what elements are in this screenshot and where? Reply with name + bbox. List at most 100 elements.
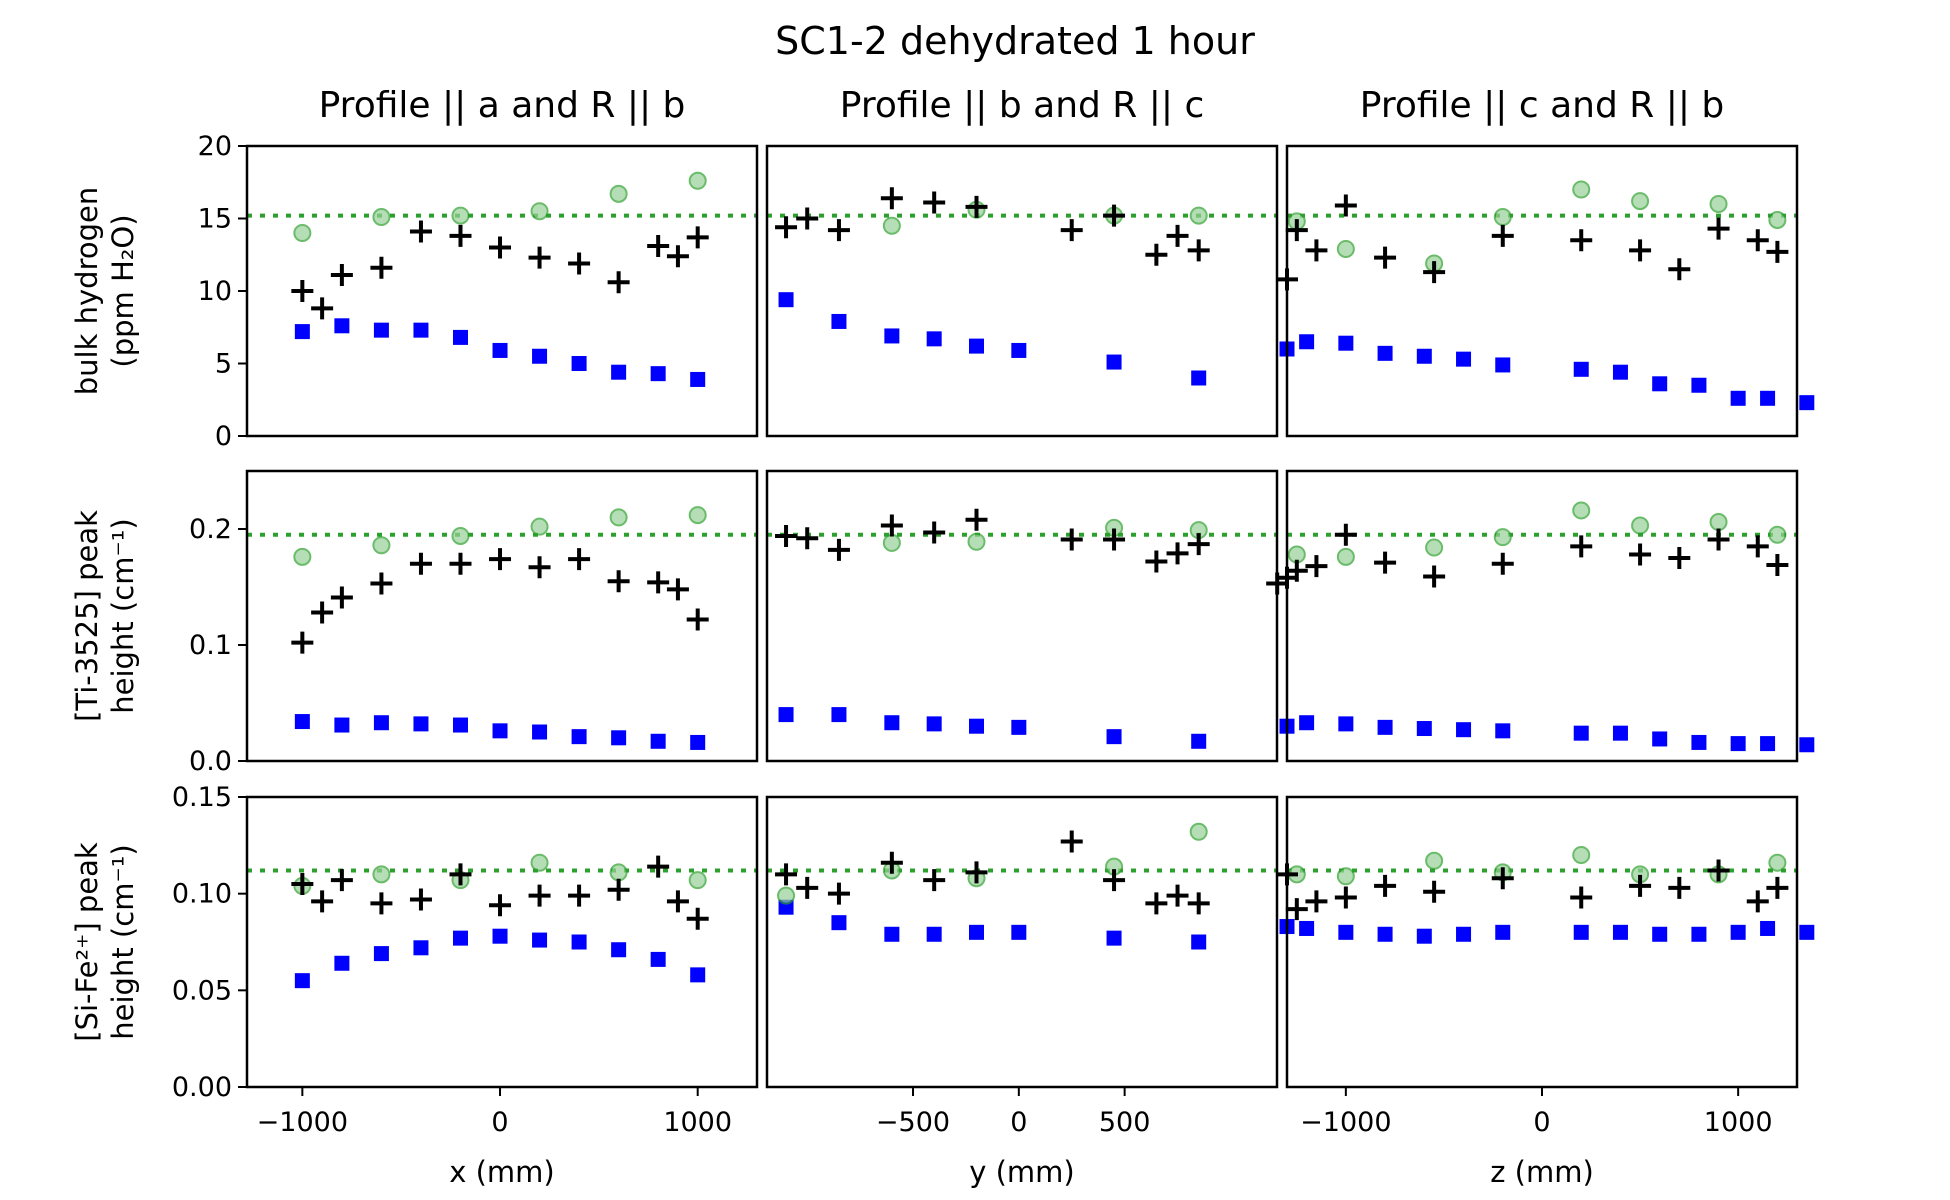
black-plus-point: [449, 224, 472, 247]
green-circle-point: [372, 208, 391, 227]
green-circle-point: [293, 547, 312, 566]
green-circle-point: [451, 206, 470, 225]
black-plus-point: [827, 882, 850, 905]
black-plus-point: [666, 578, 689, 601]
black-plus-point: [1187, 533, 1210, 556]
black-plus-point: [1766, 240, 1789, 263]
blue-square-point: [373, 322, 389, 338]
panel-frame: [1285, 144, 1799, 438]
blue-square-point: [1106, 729, 1122, 745]
black-plus-point: [1166, 224, 1189, 247]
black-plus-point: [686, 608, 709, 631]
black-plus-point: [1145, 550, 1168, 573]
blue-square-point: [1377, 719, 1393, 735]
green-circle-point: [530, 202, 549, 221]
blue-square-point: [969, 338, 985, 354]
black-plus-point: [1060, 219, 1083, 242]
black-plus-point: [796, 876, 819, 899]
blue-square-point: [1799, 924, 1815, 940]
blue-square-point: [1011, 342, 1027, 358]
black-plus-point: [370, 892, 393, 915]
blue-square-point: [452, 329, 468, 345]
blue-square-point: [690, 734, 706, 750]
black-plus-point: [1491, 224, 1514, 247]
panel-frame: [765, 144, 1279, 438]
black-plus-point: [686, 226, 709, 249]
blue-square-point: [1338, 335, 1354, 351]
green-circle-point: [882, 533, 901, 552]
blue-square-point: [1573, 924, 1589, 940]
black-plus-point: [409, 552, 432, 575]
blue-square-point: [334, 955, 350, 971]
black-plus-point: [827, 538, 850, 561]
blue-square-point: [884, 926, 900, 942]
blue-square-point: [1191, 934, 1207, 950]
black-plus-point: [330, 586, 353, 609]
black-plus-point: [291, 280, 314, 302]
black-plus-point: [370, 572, 393, 595]
blue-square-point: [690, 371, 706, 387]
y-tick-label: 0.1: [189, 630, 232, 661]
blue-square-point: [571, 729, 587, 745]
black-plus-point: [311, 601, 334, 624]
black-plus-point: [1491, 867, 1514, 890]
panel-frame: [1285, 469, 1799, 763]
blue-square-point: [492, 342, 508, 358]
green-circle-point: [1572, 846, 1591, 864]
green-circle-point: [688, 871, 707, 890]
blue-square-point: [532, 932, 548, 948]
black-plus-point: [1060, 830, 1083, 853]
green-circle-point: [1189, 206, 1208, 225]
green-circle-point: [451, 526, 470, 545]
x-axis-label: x (mm): [449, 1155, 555, 1189]
y-axis-label: height (cm⁻¹): [106, 844, 140, 1039]
panel: 0 5 10 15 20: [198, 131, 759, 452]
column-title: Profile || b and R || c: [840, 85, 1205, 126]
black-plus-point: [1491, 552, 1514, 575]
y-tick-label: 15: [198, 204, 232, 235]
black-plus-point: [568, 548, 591, 571]
black-plus-point: [880, 851, 903, 874]
black-plus-point: [880, 514, 903, 537]
black-plus-point: [1746, 229, 1769, 252]
green-circle-point: [1425, 851, 1444, 870]
black-plus-point: [489, 548, 512, 571]
blue-square-point: [650, 951, 666, 967]
black-plus-point: [528, 246, 551, 269]
blue-square-point: [373, 715, 389, 731]
green-circle-point: [1336, 239, 1355, 258]
black-plus-point: [686, 907, 709, 930]
blue-square-point: [1416, 721, 1432, 737]
black-plus-point: [1668, 547, 1691, 569]
blue-square-point: [1106, 930, 1122, 946]
black-plus-point: [568, 884, 591, 907]
y-tick-label: 0.05: [172, 975, 232, 1006]
green-circle-point: [372, 536, 391, 555]
blue-square-point: [1652, 926, 1668, 942]
panel-background: [247, 146, 757, 436]
panel-frame: [765, 795, 1279, 1089]
green-circle-point: [1709, 195, 1728, 213]
black-plus-point: [775, 524, 798, 547]
green-circle-point: [530, 853, 549, 872]
green-circle-point: [372, 865, 391, 884]
black-plus-point: [1423, 565, 1446, 588]
black-plus-point: [1707, 528, 1730, 551]
green-circle-point: [1709, 513, 1728, 532]
green-circle-point: [1768, 853, 1787, 872]
y-tick-label: 20: [198, 131, 232, 162]
black-plus-point: [291, 631, 314, 654]
black-plus-point: [647, 855, 670, 878]
x-tick-label: 1000: [1704, 1107, 1773, 1138]
black-plus-point: [409, 888, 432, 911]
x-tick-label: −500: [876, 1107, 950, 1138]
blue-square-point: [1652, 731, 1668, 747]
black-plus-point: [1423, 880, 1446, 903]
green-circle-point: [1631, 516, 1650, 535]
black-plus-point: [1103, 869, 1126, 892]
blue-square-point: [884, 715, 900, 731]
blue-square-point: [1299, 715, 1315, 731]
blue-square-point: [1377, 926, 1393, 942]
black-plus-point: [1707, 217, 1730, 240]
